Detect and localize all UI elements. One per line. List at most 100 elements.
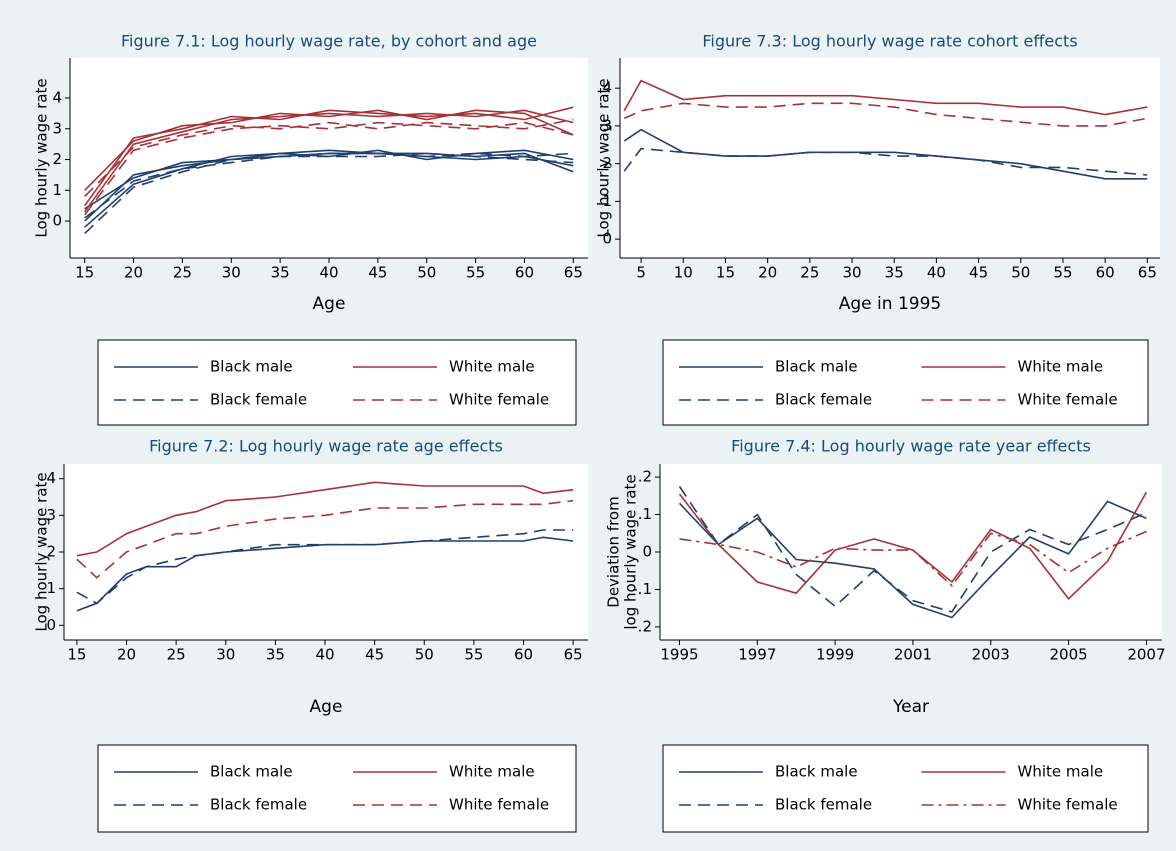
- x-tick-label: 1997: [738, 646, 776, 664]
- plot-area: [660, 464, 1162, 640]
- x-tick-label: 35: [885, 264, 904, 282]
- y-tick-label: 2: [602, 154, 612, 172]
- x-tick-label: 60: [1096, 264, 1115, 282]
- y-tick-label: 1: [52, 181, 62, 199]
- series-line: [76, 536, 574, 612]
- x-tick-label: 15: [67, 646, 86, 664]
- series-line: [84, 121, 574, 216]
- legend-label: Black female: [210, 391, 307, 409]
- x-tick-label: 20: [124, 264, 143, 282]
- y-tick-label: -.1: [632, 580, 652, 598]
- y-tick-label: .1: [638, 505, 652, 523]
- legend: [662, 339, 1149, 426]
- y-tick-label: 1: [46, 579, 56, 597]
- legend-label: Black female: [775, 796, 872, 814]
- x-tick-label: 10: [674, 264, 693, 282]
- x-tick-label: 65: [564, 646, 583, 664]
- x-tick-label: 20: [117, 646, 136, 664]
- legend: [662, 744, 1149, 833]
- y-tick-label: 0: [46, 616, 56, 634]
- y-tick-label: 0: [602, 230, 612, 248]
- x-tick-label: 50: [1011, 264, 1030, 282]
- x-tick-label: 65: [564, 264, 583, 282]
- series-line: [678, 500, 1147, 619]
- legend-label: White male: [449, 763, 535, 781]
- x-tick-label: 65: [1138, 264, 1157, 282]
- x-tick-label: 35: [271, 264, 290, 282]
- chart-title: Figure 7.3: Log hourly wage rate cohort …: [702, 32, 1077, 51]
- chart-title: Figure 7.2: Log hourly wage rate age eff…: [149, 437, 503, 456]
- series-line: [76, 499, 574, 579]
- x-tick-label: 30: [842, 264, 861, 282]
- legend-label: Black male: [775, 358, 858, 376]
- x-tick-label: 40: [927, 264, 946, 282]
- series-line: [678, 486, 1147, 613]
- legend-label: White female: [449, 391, 549, 409]
- x-tick-label: 20: [758, 264, 777, 282]
- x-tick-label: 15: [75, 264, 94, 282]
- x-tick-label: 55: [466, 264, 485, 282]
- y-axis-title: Log hourly wage rate: [33, 472, 51, 631]
- legend-label: White male: [1018, 763, 1104, 781]
- legend: [97, 744, 577, 833]
- series-line: [76, 529, 574, 605]
- x-tick-label: 1999: [816, 646, 854, 664]
- y-axis-title: Deviation from: [605, 496, 623, 607]
- x-tick-label: 1995: [660, 646, 698, 664]
- x-tick-label: 2001: [894, 646, 932, 664]
- y-tick-label: .2: [638, 468, 652, 486]
- legend: [97, 339, 577, 426]
- x-tick-label: 5: [636, 264, 646, 282]
- series-line: [84, 109, 574, 191]
- x-tick-label: 50: [417, 264, 436, 282]
- y-tick-label: 0: [642, 543, 652, 561]
- legend-label: White female: [1018, 391, 1118, 409]
- y-tick-label: 3: [46, 506, 56, 524]
- x-axis-title: Year: [892, 697, 929, 717]
- x-tick-label: 40: [319, 264, 338, 282]
- x-tick-label: 25: [800, 264, 819, 282]
- chart-title: Figure 7.4: Log hourly wage rate year ef…: [731, 437, 1091, 456]
- x-tick-label: 2005: [1050, 646, 1088, 664]
- plot-area: [620, 58, 1160, 258]
- y-axis-title: Log hourly wage rate: [33, 78, 51, 237]
- x-axis-title: Age: [310, 697, 343, 717]
- series-line: [84, 152, 574, 219]
- x-tick-label: 2007: [1127, 646, 1165, 664]
- series-line: [84, 106, 574, 207]
- y-tick-label: 4: [52, 89, 62, 107]
- legend-label: White female: [1018, 796, 1118, 814]
- chart-title: Figure 7.1: Log hourly wage rate, by coh…: [121, 32, 537, 51]
- x-tick-label: 45: [969, 264, 988, 282]
- x-tick-label: 2003: [972, 646, 1010, 664]
- series-line: [679, 530, 1147, 587]
- x-tick-label: 50: [415, 646, 434, 664]
- x-tick-label: 45: [368, 264, 387, 282]
- legend-label: White male: [449, 358, 535, 376]
- legend-label: Black male: [210, 358, 293, 376]
- legend-label: Black male: [775, 763, 858, 781]
- x-axis-title: Age in 1995: [839, 294, 941, 314]
- y-tick-label: 2: [52, 150, 62, 168]
- legend-label: Black female: [775, 391, 872, 409]
- x-tick-label: 30: [222, 264, 241, 282]
- x-tick-label: 25: [173, 264, 192, 282]
- y-tick-label: 3: [602, 116, 612, 134]
- series-line: [678, 491, 1148, 600]
- x-tick-label: 55: [1053, 264, 1072, 282]
- x-tick-label: 45: [365, 646, 384, 664]
- series-line: [623, 147, 1148, 176]
- y-tick-label: 4: [46, 469, 56, 487]
- x-tick-label: 60: [515, 264, 534, 282]
- x-tick-label: 55: [464, 646, 483, 664]
- y-tick-label: 4: [602, 79, 612, 97]
- x-tick-label: 40: [315, 646, 334, 664]
- y-tick-label: 0: [52, 212, 62, 230]
- legend-label: White female: [449, 796, 549, 814]
- series-line: [84, 152, 574, 234]
- series-line: [84, 109, 574, 213]
- series-line: [623, 79, 1148, 116]
- x-tick-label: 35: [266, 646, 285, 664]
- series-line: [76, 481, 574, 557]
